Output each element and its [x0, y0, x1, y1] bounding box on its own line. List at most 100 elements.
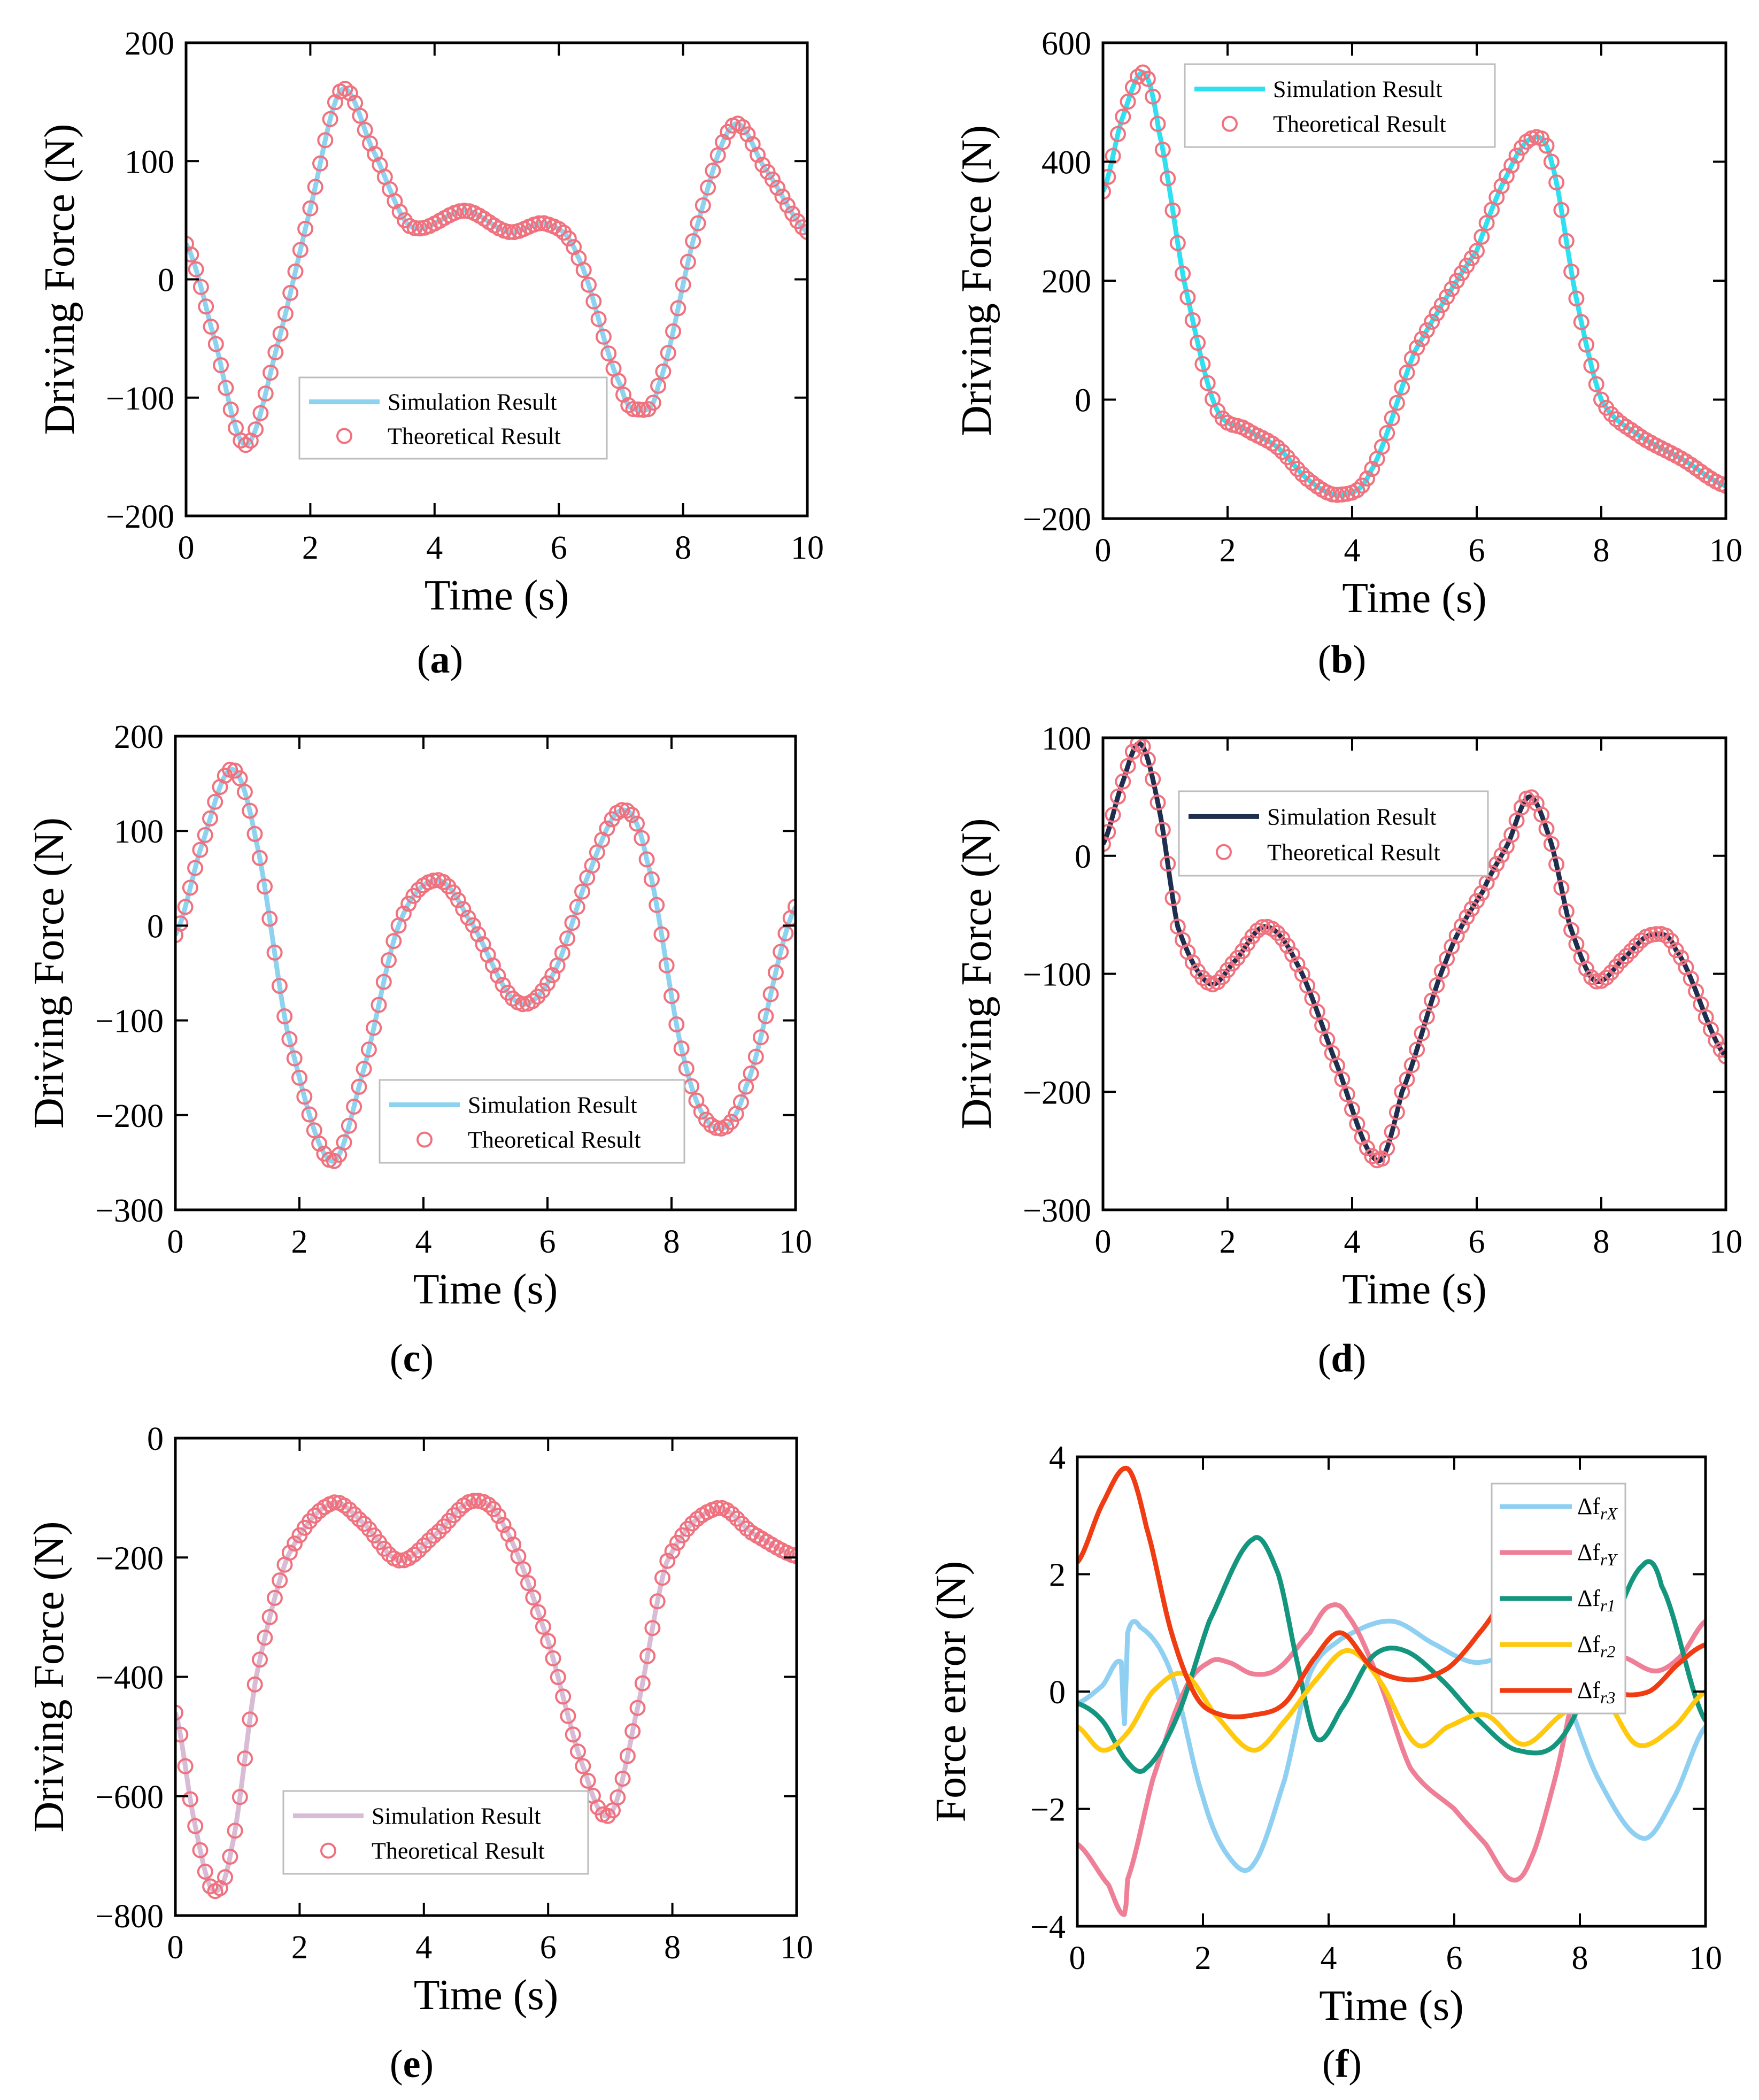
legend-label-base: Δf	[1577, 1493, 1600, 1519]
theoretical-marker	[581, 276, 597, 293]
caption-letter: d	[1331, 1337, 1353, 1380]
theoretical-marker	[175, 927, 183, 944]
theoretical-marker	[638, 851, 655, 868]
theoretical-marker	[277, 305, 294, 322]
theoretical-marker	[649, 897, 665, 913]
theoretical-marker	[1194, 356, 1211, 372]
panel-caption: (b)	[1318, 638, 1366, 682]
theoretical-marker	[381, 952, 397, 969]
panel-e: 0 2 4 6 8 10 −800 −600 −400 −200 0 Time (s) Driving …	[26, 1421, 813, 2086]
x-axis-title: Time (s)	[1342, 575, 1486, 622]
theoretical-marker	[1388, 1104, 1405, 1121]
theoretical-marker	[465, 1493, 482, 1509]
theoretical-marker	[1573, 314, 1590, 330]
theoretical-marker	[395, 905, 412, 922]
x-tick-label: 0	[1095, 532, 1112, 569]
legend-label-r2: Δfr2	[1577, 1631, 1615, 1661]
theoretical-marker	[352, 107, 368, 124]
theoretical-marker	[1130, 68, 1146, 85]
theoretical-marker	[1329, 487, 1345, 503]
theoretical-marker	[574, 883, 590, 900]
theoretical-marker	[246, 1676, 263, 1693]
theoretical-marker	[336, 1134, 352, 1151]
theoretical-marker	[207, 336, 224, 352]
theoretical-marker	[1543, 836, 1560, 852]
y-tick-label: −100	[95, 1003, 164, 1040]
theoretical-marker	[1289, 461, 1306, 477]
theoretical-marker	[564, 915, 581, 931]
legend-label-base: Δf	[1577, 1539, 1600, 1565]
theoretical-marker	[540, 1633, 557, 1649]
panel-caption: (e)	[390, 2042, 434, 2086]
theoretical-marker	[629, 1700, 646, 1716]
theoretical-marker	[1160, 170, 1176, 187]
x-axis-title: Time (s)	[425, 572, 569, 619]
theoretical-marker	[1169, 918, 1186, 935]
theoretical-marker	[1588, 376, 1604, 392]
theoretical-marker	[426, 1527, 442, 1544]
theoretical-marker	[747, 1048, 764, 1065]
theoretical-marker	[1473, 228, 1490, 245]
caption-letter: c	[403, 1337, 421, 1380]
theoretical-marker	[514, 996, 531, 1013]
theoretical-marker	[1388, 395, 1405, 411]
legend-label-theoretical: Theoretical Result	[1273, 111, 1446, 137]
panel-d: 0 2 4 6 8 10 −300 −200 −100 0 100 Time (s) Driving F…	[953, 721, 1742, 1380]
theoretical-marker	[639, 1648, 656, 1664]
caption-paren-close: )	[1353, 1337, 1367, 1380]
x-tick-label: 8	[1593, 532, 1610, 569]
theoretical-marker	[351, 1511, 367, 1527]
legend-label-sub: r2	[1600, 1642, 1615, 1661]
plot-area-d	[1103, 738, 1726, 1169]
theoretical-marker	[1349, 482, 1365, 498]
theoretical-marker	[222, 402, 239, 418]
theoretical-marker	[207, 793, 223, 810]
theoretical-marker	[242, 1711, 258, 1728]
theoretical-marker	[585, 293, 602, 310]
theoretical-marker	[1493, 178, 1510, 194]
panel-f: 0 2 4 6 8 10 −4 −2 0 2 4 Time (s) Force error (N) (f)…	[928, 1440, 1722, 2086]
theoretical-marker	[1493, 847, 1510, 863]
y-tick-label: −400	[95, 1660, 164, 1696]
theoretical-marker	[282, 284, 299, 301]
theoretical-marker	[1553, 879, 1570, 896]
theoretical-marker	[1459, 909, 1475, 925]
theoretical-marker	[569, 899, 585, 915]
theoretical-marker	[1429, 305, 1445, 322]
theoretical-marker	[743, 1066, 759, 1082]
theoretical-marker	[237, 1750, 253, 1767]
theoretical-marker	[1294, 466, 1310, 483]
theoretical-marker	[1115, 109, 1131, 125]
theoretical-marker	[1164, 890, 1181, 906]
theoretical-marker	[1379, 1140, 1395, 1156]
theoretical-marker	[1160, 855, 1176, 872]
theoretical-marker	[1568, 936, 1585, 952]
theoretical-marker	[371, 997, 387, 1013]
theoretical-marker	[734, 1516, 750, 1532]
theoretical-marker	[1274, 444, 1291, 460]
theoretical-marker	[1399, 1071, 1415, 1087]
x-tick-label: 6	[539, 1224, 556, 1260]
theoretical-marker	[1359, 1140, 1375, 1156]
theoretical-marker	[779, 197, 796, 214]
theoretical-marker	[296, 1088, 313, 1105]
theoretical-marker	[1478, 215, 1495, 231]
legend-label-base: Δf	[1577, 1677, 1600, 1703]
x-tick-label: 8	[675, 530, 691, 566]
theoretical-marker	[690, 215, 706, 231]
theoretical-marker	[545, 1650, 561, 1666]
theoretical-marker	[1608, 411, 1624, 428]
theoretical-marker	[346, 1099, 362, 1115]
theoretical-marker	[718, 1118, 735, 1135]
caption-paren-close: )	[420, 1337, 434, 1380]
caption-paren-open: (	[390, 2042, 403, 2086]
x-tick-label: 8	[1572, 1940, 1588, 1977]
y-tick-label: −4	[1030, 1909, 1066, 1945]
theoretical-marker	[1103, 836, 1111, 852]
panel-caption: (f)	[1322, 2042, 1362, 2086]
y-tick-label: 100	[1041, 721, 1091, 757]
theoretical-marker	[445, 1507, 462, 1524]
theoretical-marker	[1409, 339, 1425, 356]
legend-box-c	[379, 1079, 685, 1164]
